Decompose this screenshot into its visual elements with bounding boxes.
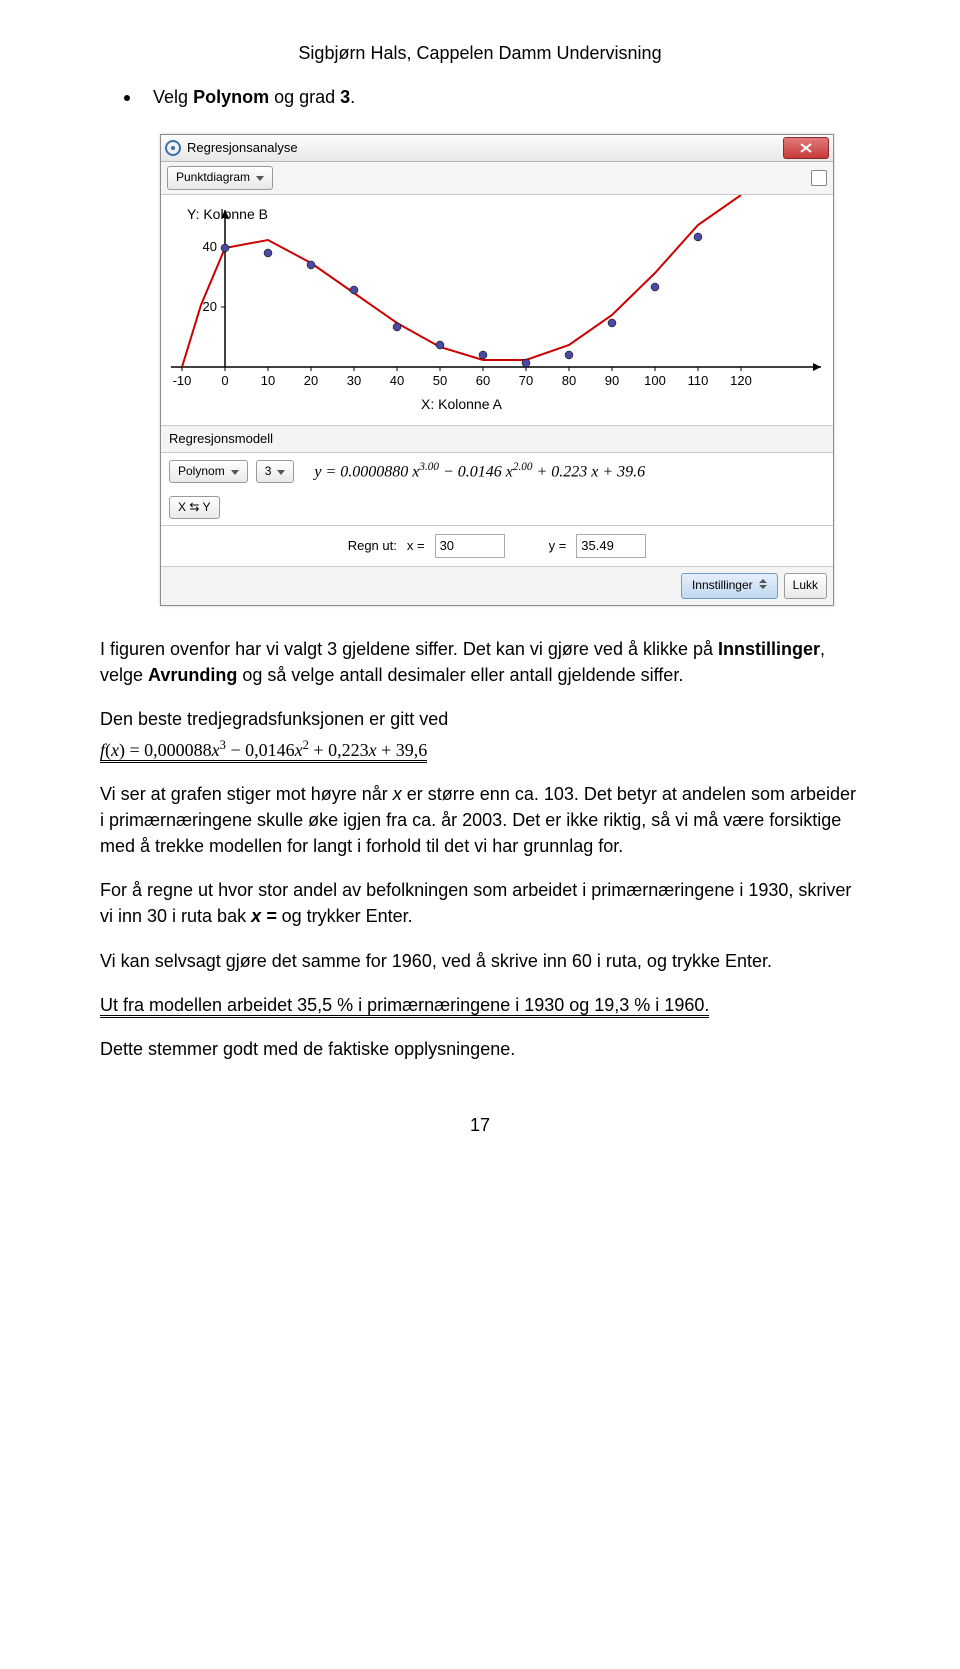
model-row: Polynom 3 y = 0.0000880 x3.00 − 0.0146 x… xyxy=(161,453,833,490)
toolbar: Punktdiagram xyxy=(161,162,833,194)
regression-dialog: Regresjonsanalyse Punktdiagram Y: Kolonn… xyxy=(160,134,834,606)
svg-text:20: 20 xyxy=(304,373,318,388)
paragraph-6: Ut fra modellen arbeidet 35,5 % i primær… xyxy=(100,992,860,1018)
p3x: x xyxy=(393,784,402,804)
section-model-head: Regresjonsmodell xyxy=(161,425,833,454)
bullet-instruction: Velg Polynom og grad 3. xyxy=(124,84,860,110)
svg-text:60: 60 xyxy=(476,373,490,388)
model-label: Polynom xyxy=(178,463,225,480)
dialog-titlebar: Regresjonsanalyse xyxy=(161,135,833,162)
regression-equation: y = 0.0000880 x3.00 − 0.0146 x2.00 + 0.2… xyxy=(314,459,645,484)
bullet-bold-1: Polynom xyxy=(193,87,269,107)
bullet-bold-2: 3 xyxy=(340,87,350,107)
paragraph-4: For å regne ut hvor stor andel av befolk… xyxy=(100,877,860,929)
degree-dropdown[interactable]: 3 xyxy=(256,460,295,483)
svg-text:120: 120 xyxy=(730,373,752,388)
equation-line: f(x) = 0,000088x3 − 0,0146x2 + 0,223x + … xyxy=(100,736,860,763)
svg-text:X: Kolonne A: X: Kolonne A xyxy=(421,396,503,412)
swap-xy-button[interactable]: X ⇆ Y xyxy=(169,496,220,519)
calc-label: Regn ut: xyxy=(348,537,397,556)
y-output: 35.49 xyxy=(576,534,646,558)
svg-text:100: 100 xyxy=(644,373,666,388)
updown-icon xyxy=(759,577,767,594)
p1d: Avrunding xyxy=(148,665,237,685)
paragraph-5: Vi kan selvsagt gjøre det samme for 1960… xyxy=(100,948,860,974)
p6-text: Ut fra modellen arbeidet 35,5 % i primær… xyxy=(100,995,709,1018)
model-dropdown[interactable]: Polynom xyxy=(169,460,248,483)
svg-text:40: 40 xyxy=(203,239,217,254)
p4b: x = xyxy=(251,906,277,926)
paragraph-3: Vi ser at grafen stiger mot høyre når x … xyxy=(100,781,860,859)
svg-text:0: 0 xyxy=(221,373,228,388)
p4a: For å regne ut hvor stor andel av befolk… xyxy=(100,880,851,926)
calc-row: Regn ut: x = 30 y = 35.49 xyxy=(161,525,833,566)
p1a: I figuren ovenfor har vi valgt 3 gjelden… xyxy=(100,639,718,659)
svg-text:50: 50 xyxy=(433,373,447,388)
svg-text:-10: -10 xyxy=(173,373,192,388)
p4c: og trykker Enter. xyxy=(277,906,413,926)
settings-button[interactable]: Innstillinger xyxy=(681,573,778,598)
x-eq-label: x = xyxy=(407,537,425,556)
settings-label: Innstillinger xyxy=(692,577,753,594)
chevron-down-icon xyxy=(277,463,285,480)
close-icon[interactable] xyxy=(783,137,829,159)
paragraph-1: I figuren ovenfor har vi valgt 3 gjelden… xyxy=(100,636,860,688)
svg-text:80: 80 xyxy=(562,373,576,388)
close-button[interactable]: Lukk xyxy=(784,573,827,598)
y-eq-label: y = xyxy=(549,537,567,556)
equation: f(x) = 0,000088x3 − 0,0146x2 + 0,223x + … xyxy=(100,740,427,763)
page-header: Sigbjørn Hals, Cappelen Damm Undervisnin… xyxy=(100,40,860,66)
svg-text:70: 70 xyxy=(519,373,533,388)
p1e: og så velge antall desimaler eller antal… xyxy=(237,665,683,685)
bullet-text-mid: og grad xyxy=(269,87,340,107)
page-number: 17 xyxy=(100,1112,860,1138)
svg-text:110: 110 xyxy=(688,373,709,388)
degree-label: 3 xyxy=(265,463,272,480)
bullet-text-pre: Velg xyxy=(153,87,193,107)
charttype-dropdown[interactable]: Punktdiagram xyxy=(167,166,273,189)
paragraph-2: Den beste tredjegradsfunksjonen er gitt … xyxy=(100,706,860,732)
svg-text:20: 20 xyxy=(203,299,217,314)
swap-row: X ⇆ Y xyxy=(161,490,833,525)
toolbar-expand-icon[interactable] xyxy=(811,170,827,186)
svg-text:30: 30 xyxy=(347,373,361,388)
bullet-text-post: . xyxy=(350,87,355,107)
app-icon xyxy=(165,140,181,156)
chevron-down-icon xyxy=(256,169,264,186)
svg-text:90: 90 xyxy=(605,373,619,388)
p1b: Innstillinger xyxy=(718,639,820,659)
dialog-title: Regresjonsanalyse xyxy=(187,139,298,158)
chevron-down-icon xyxy=(231,463,239,480)
svg-text:Y: Kolonne B: Y: Kolonne B xyxy=(187,206,268,222)
dialog-footer: Innstillinger Lukk xyxy=(161,566,833,604)
paragraph-7: Dette stemmer godt med de faktiske opply… xyxy=(100,1036,860,1062)
svg-text:10: 10 xyxy=(261,373,275,388)
svg-text:40: 40 xyxy=(390,373,404,388)
scatter-chart: Y: Kolonne B 20 40 -10 0 10 20 30 40 50 60 70 80 90 10… xyxy=(161,195,833,425)
charttype-label: Punktdiagram xyxy=(176,169,250,186)
x-input[interactable]: 30 xyxy=(435,534,505,558)
p3a: Vi ser at grafen stiger mot høyre når xyxy=(100,784,393,804)
